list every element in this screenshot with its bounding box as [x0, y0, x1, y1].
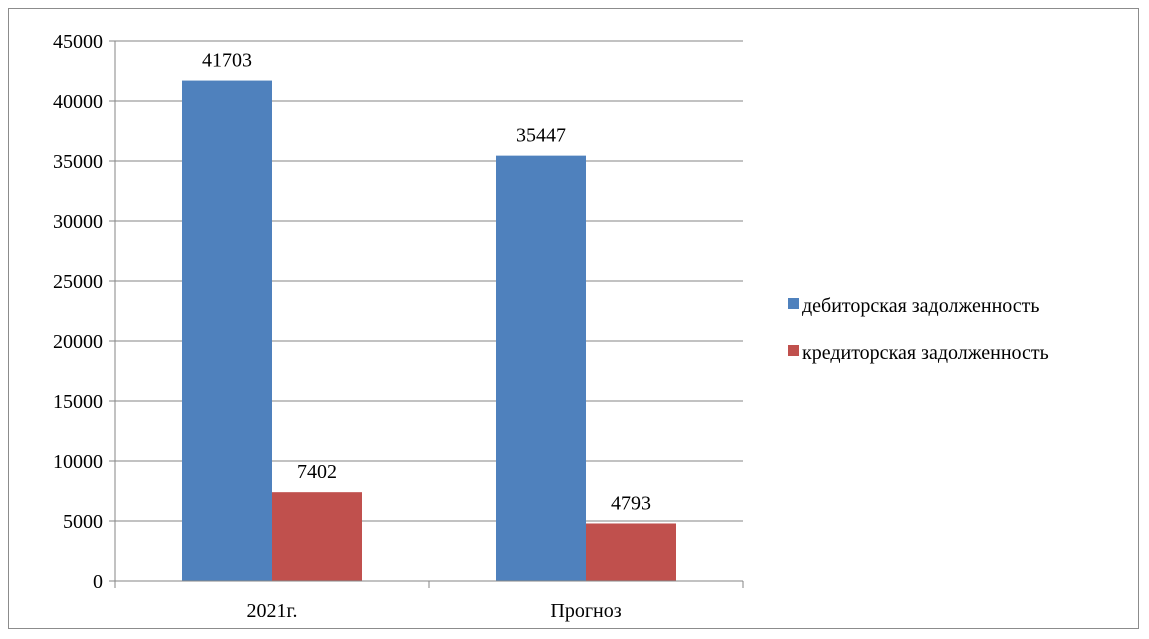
legend-swatch [788, 298, 799, 309]
legend-swatch [788, 345, 799, 356]
bar [182, 80, 272, 582]
x-axis-ticks: 2021г. Прогноз [247, 600, 622, 622]
bar [586, 523, 676, 581]
data-label: 4793 [611, 492, 651, 514]
y-tick-label: 5000 [63, 511, 103, 533]
y-tick-label: 45000 [53, 31, 103, 53]
bar [272, 492, 362, 581]
legend: дебиторская задолженность кредиторская за… [788, 295, 1049, 364]
data-label: 7402 [297, 461, 337, 483]
y-tick-label: 0 [93, 571, 103, 593]
axes [109, 40, 744, 588]
y-tick-label: 15000 [53, 391, 103, 413]
x-tick-label: 2021г. [247, 600, 298, 622]
legend-label: дебиторская задолженность [802, 295, 1040, 317]
data-label: 35447 [516, 125, 566, 147]
bar [496, 155, 586, 582]
y-tick-label: 25000 [53, 271, 103, 293]
x-tick-label: Прогноз [550, 600, 621, 622]
legend-label: кредиторская задолженность [802, 342, 1049, 364]
data-label: 41703 [202, 50, 252, 72]
y-axis-ticks: 0 5000 10000 15000 20000 25000 30000 35000 40000… [53, 31, 103, 593]
y-tick-label: 35000 [53, 151, 103, 173]
y-tick-label: 30000 [53, 211, 103, 233]
bars [182, 80, 676, 582]
data-labels: 41703 7402 35447 4793 [202, 50, 651, 515]
y-tick-label: 40000 [53, 91, 103, 113]
y-tick-label: 10000 [53, 451, 103, 473]
y-tick-label: 20000 [53, 331, 103, 353]
